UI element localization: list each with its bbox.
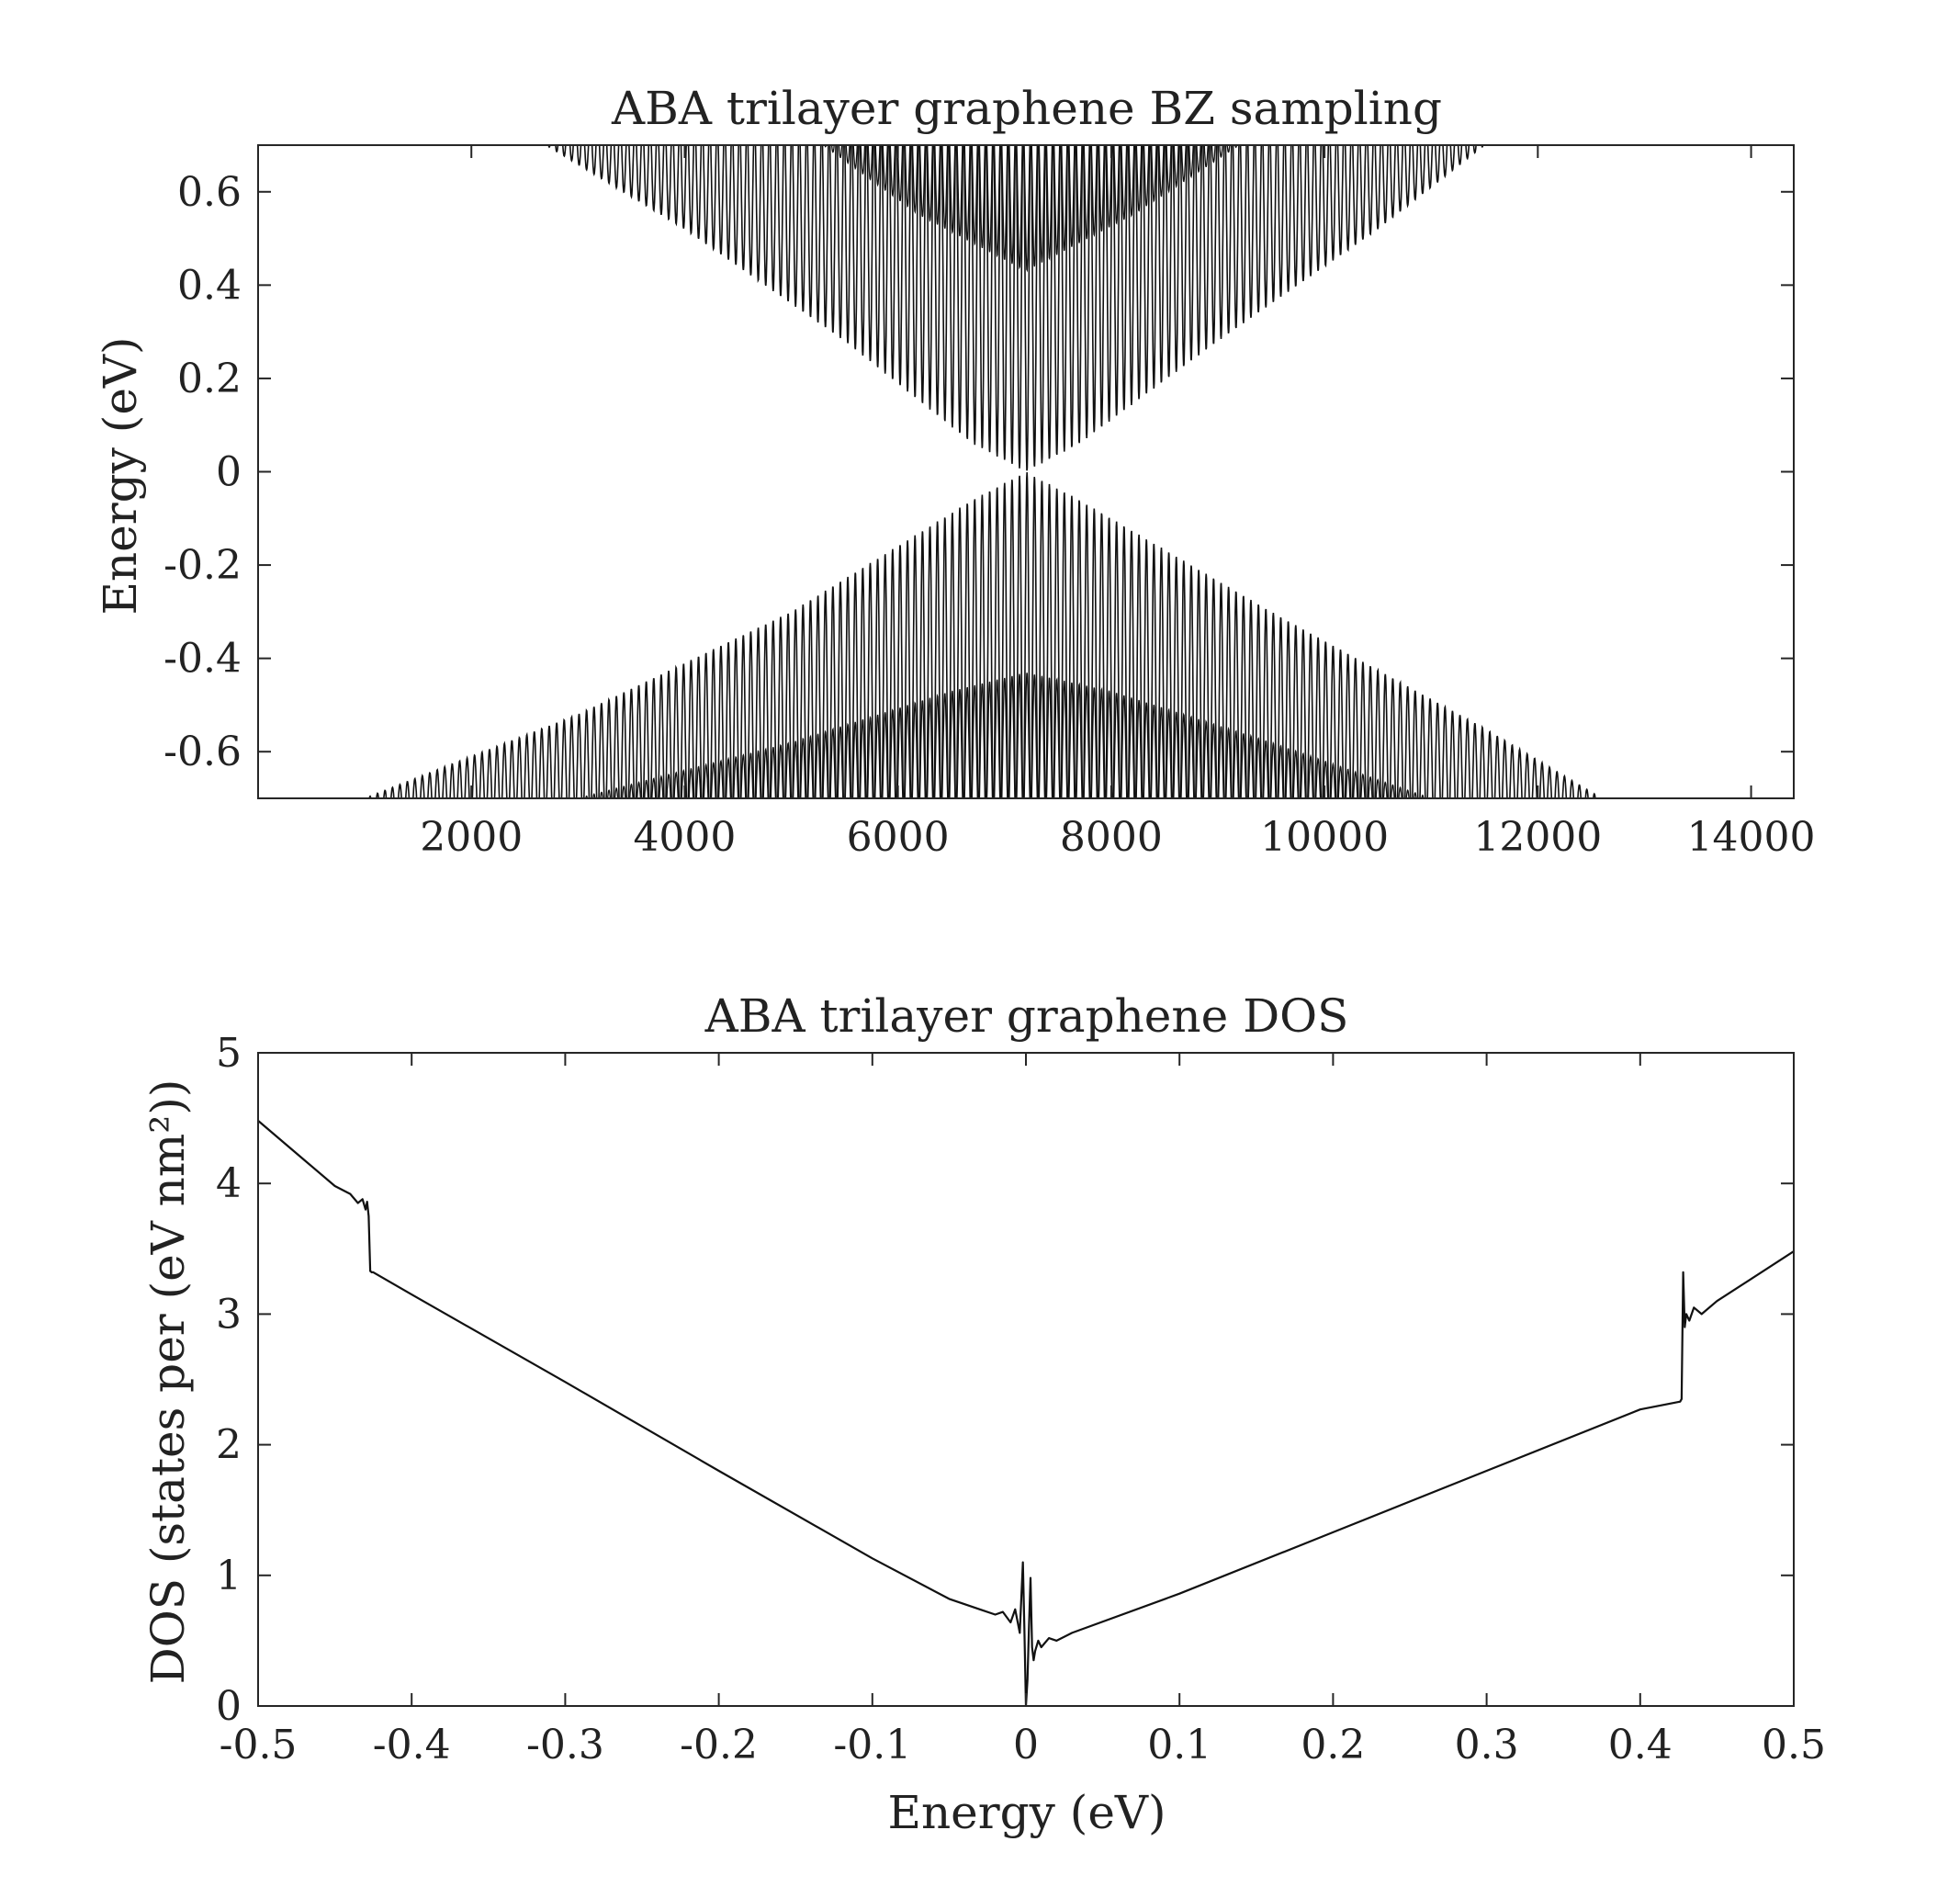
dos-y-tick-label: 1	[216, 1553, 242, 1599]
dos-x-tick-label: 0	[1013, 1722, 1039, 1768]
dos-chart: ABA trilayer graphene DOS Energy (eV) DO…	[141, 989, 1826, 1839]
bz-y-tick-label: -0.2	[163, 542, 242, 589]
bz-x-tick-label: 8000	[1060, 814, 1163, 861]
dos-x-tick-label: 0.5	[1762, 1722, 1826, 1768]
bz-series-4	[578, 672, 1431, 798]
bz-y-tick-label: 0.4	[177, 262, 242, 309]
dos-x-axis-label: Energy (eV)	[887, 1786, 1166, 1839]
bz-x-tick-label: 10000	[1260, 814, 1389, 861]
dos-x-tick-label: -0.3	[526, 1722, 604, 1768]
bz-plot-area	[368, 145, 1602, 798]
bz-axes-box	[257, 144, 1795, 799]
dos-chart-title: ABA trilayer graphene DOS	[704, 989, 1349, 1043]
dos-x-tick-label: 0.2	[1301, 1722, 1365, 1768]
bz-y-tick-label: 0.6	[177, 169, 242, 216]
dos-x-tick-label: -0.5	[220, 1722, 298, 1768]
dos-x-tick-label: 0.3	[1455, 1722, 1519, 1768]
bz-y-axis-label: Energy (eV)	[94, 336, 147, 615]
dos-x-tick-label: -0.4	[373, 1722, 451, 1768]
dos-x-tick-label: -0.1	[833, 1722, 911, 1768]
bz-y-tick-label: -0.6	[163, 729, 242, 775]
bz-chart-title: ABA trilayer graphene BZ sampling	[611, 82, 1442, 135]
dos-y-tick-label: 4	[216, 1160, 242, 1207]
dos-x-tick-label: 0.4	[1608, 1722, 1673, 1768]
bz-y-tick-label: -0.4	[163, 636, 242, 683]
bz-x-tick-label: 14000	[1687, 814, 1816, 861]
bz-y-tick-label: 0	[216, 449, 242, 496]
dos-y-tick-label: 2	[216, 1422, 242, 1469]
bz-y-tick-label: 0.2	[177, 356, 242, 402]
dos-y-tick-label: 3	[216, 1291, 242, 1338]
dos-x-tick-label: 0.1	[1147, 1722, 1211, 1768]
bz-series-3	[368, 472, 1602, 798]
dos-axes-box	[257, 1052, 1795, 1707]
dos-y-tick-label: 5	[216, 1030, 242, 1077]
bz-series-2	[824, 145, 1238, 273]
bz-series-group	[368, 145, 1602, 798]
dos-y-tick-label: 0	[216, 1683, 242, 1730]
bz-x-tick-label: 6000	[847, 814, 950, 861]
bz-x-tick-label: 2000	[420, 814, 523, 861]
dos-y-axis-label: DOS (states per (eV nm²))	[141, 1079, 195, 1685]
bz-series-1	[547, 145, 1484, 471]
dos-ticks: -0.5 -0.4 -0.3 -0.2 -0.1 0 0.1 0.2 0.3 0.4 0.5 0 1 2 3…	[216, 1030, 1826, 1768]
bz-x-tick-label: 4000	[633, 814, 736, 861]
dos-x-tick-label: -0.2	[680, 1722, 758, 1768]
bz-x-tick-label: 12000	[1473, 814, 1602, 861]
bz-ticks: 2000 4000 6000 8000 10000 12000 14000 0.6 0.4 0.2…	[163, 145, 1816, 861]
bz-chart: ABA trilayer graphene BZ sampling Energy…	[94, 82, 1816, 861]
